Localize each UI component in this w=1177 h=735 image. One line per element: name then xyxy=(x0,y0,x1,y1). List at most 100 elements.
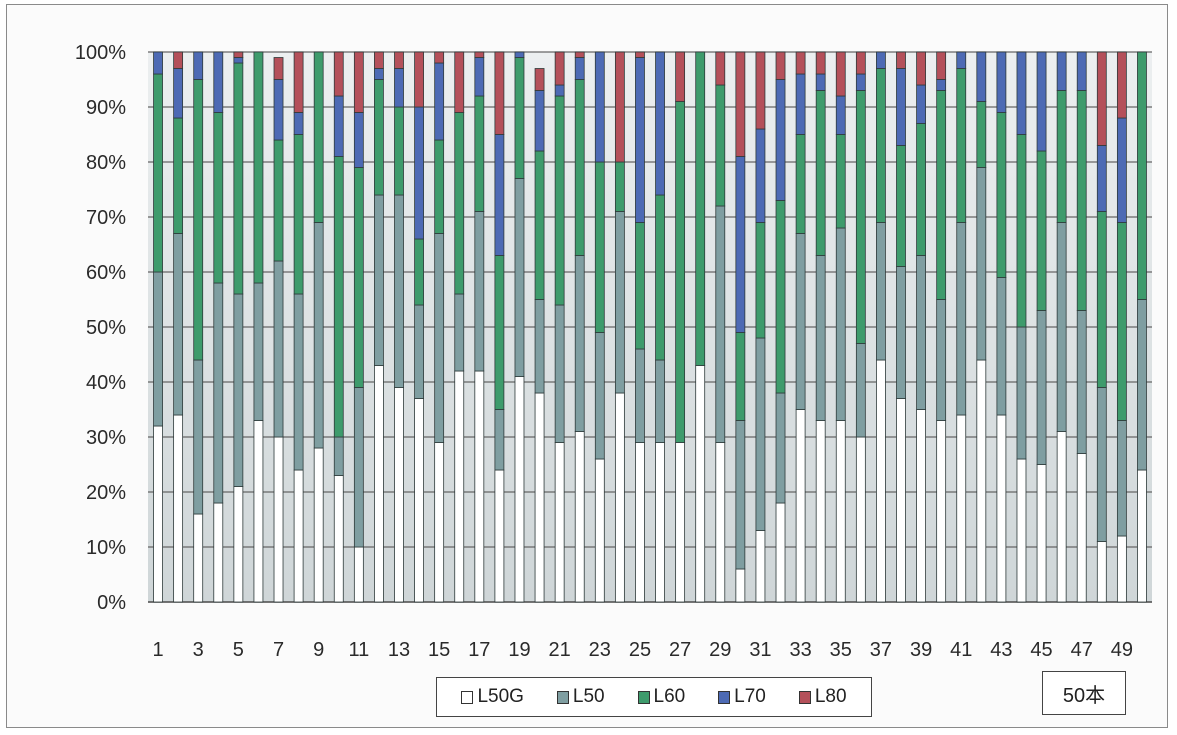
bar-segment-l50g xyxy=(353,546,364,603)
bar-segment-l80 xyxy=(614,51,625,163)
bar-23 xyxy=(594,51,605,603)
bar-10 xyxy=(333,51,344,603)
x-tick-label: 1 xyxy=(152,639,163,661)
bar-46 xyxy=(1056,51,1067,603)
bar-segment-l60 xyxy=(253,51,264,284)
bar-segment-l50 xyxy=(253,282,264,421)
bar-40 xyxy=(936,51,947,603)
bar-segment-l50 xyxy=(916,255,926,410)
x-tick-label: 41 xyxy=(950,639,972,661)
bar-segment-l60 xyxy=(976,101,987,168)
bar-segment-l80 xyxy=(675,51,686,102)
bar-segment-l60 xyxy=(775,200,786,394)
bar-segment-l60 xyxy=(374,79,384,196)
bar-segment-l70 xyxy=(474,57,485,97)
bar-segment-l50g xyxy=(775,502,786,603)
bar-segment-l50 xyxy=(1116,420,1127,537)
bar-17 xyxy=(474,51,485,603)
bar-segment-l50g xyxy=(815,420,826,603)
bar-segment-l50 xyxy=(614,211,625,394)
bar-segment-l50g xyxy=(715,442,726,603)
bar-37 xyxy=(876,51,886,603)
bar-segment-l80 xyxy=(394,51,404,69)
bar-11 xyxy=(353,51,364,603)
bar-segment-l50 xyxy=(494,409,505,471)
bar-segment-l50 xyxy=(353,387,364,548)
bar-segment-l80 xyxy=(414,51,424,108)
bar-segment-l80 xyxy=(715,51,726,86)
bar-segment-l60 xyxy=(394,106,404,196)
sample-count-note: 50本 xyxy=(1042,671,1126,715)
bar-3 xyxy=(193,51,204,603)
bar-segment-l70 xyxy=(1076,51,1087,91)
bar-segment-l50 xyxy=(956,222,967,416)
bar-segment-l60 xyxy=(153,73,163,273)
bar-segment-l70 xyxy=(213,51,224,113)
bar-segment-l60 xyxy=(795,134,806,234)
legend-label: L60 xyxy=(653,686,686,707)
bar-segment-l50 xyxy=(1036,310,1047,465)
bar-segment-l50g xyxy=(1096,541,1107,603)
bar-segment-l50 xyxy=(213,282,224,504)
bar-segment-l60 xyxy=(735,332,746,421)
bar-segment-l60 xyxy=(1137,51,1147,300)
bar-segment-l50g xyxy=(293,469,304,603)
bar-segment-l70 xyxy=(494,134,505,256)
bar-segment-l80 xyxy=(454,51,465,113)
bar-segment-l50 xyxy=(313,222,324,449)
bar-26 xyxy=(655,51,665,603)
y-tick-label: 60% xyxy=(86,262,126,284)
x-tick-label: 47 xyxy=(1071,639,1093,661)
bar-segment-l80 xyxy=(1096,51,1107,146)
bar-segment-l80 xyxy=(896,51,906,69)
bar-28 xyxy=(695,51,706,603)
bar-segment-l60 xyxy=(514,57,525,179)
bar-33 xyxy=(795,51,806,603)
bar-segment-l80 xyxy=(494,51,505,135)
bar-segment-l50 xyxy=(896,266,906,399)
bar-34 xyxy=(815,51,826,603)
legend-swatch xyxy=(556,690,569,704)
bar-segment-l50 xyxy=(394,194,404,388)
bar-segment-l50 xyxy=(554,304,565,443)
bar-segment-l70 xyxy=(1116,117,1127,223)
legend-swatch xyxy=(637,690,650,704)
bar-segment-l50 xyxy=(173,233,184,416)
bar-segment-l50g xyxy=(333,475,344,603)
bar-segment-l60 xyxy=(353,167,364,388)
bar-segment-l80 xyxy=(293,51,304,113)
bar-segment-l50g xyxy=(916,409,926,603)
legend: L50G L50 L60 L70 L80 xyxy=(436,677,872,717)
bar-segment-l70 xyxy=(1096,145,1107,212)
bar-segment-l50g xyxy=(655,442,665,603)
bar-segment-l50g xyxy=(1036,464,1047,603)
bar-segment-l80 xyxy=(775,51,786,80)
bar-segment-l80 xyxy=(835,51,846,97)
x-tick-label: 11 xyxy=(348,639,369,661)
bar-1 xyxy=(153,51,163,603)
bar-segment-l80 xyxy=(735,51,746,157)
bar-segment-l60 xyxy=(434,139,445,234)
bar-segment-l50 xyxy=(996,277,1007,416)
x-tick-label: 49 xyxy=(1111,639,1133,661)
bar-segment-l50g xyxy=(614,392,625,603)
bar-segment-l80 xyxy=(815,51,826,75)
bar-segment-l80 xyxy=(534,68,545,91)
bar-segment-l60 xyxy=(855,90,866,344)
bar-segment-l50g xyxy=(313,447,324,603)
bar-4 xyxy=(213,51,224,603)
bar-segment-l50 xyxy=(1016,326,1027,460)
bar-segment-l50 xyxy=(795,233,806,410)
bar-segment-l80 xyxy=(554,51,565,86)
bar-segment-l70 xyxy=(855,73,866,91)
x-tick-label: 43 xyxy=(990,639,1012,661)
bar-44 xyxy=(1016,51,1027,603)
bar-segment-l80 xyxy=(273,57,284,80)
bar-27 xyxy=(675,51,686,603)
bar-segment-l70 xyxy=(574,57,585,80)
bar-segment-l50g xyxy=(454,370,465,603)
bar-segment-l70 xyxy=(1056,51,1067,91)
bar-segment-l50 xyxy=(233,293,244,487)
bar-24 xyxy=(614,51,625,603)
bar-segment-l80 xyxy=(173,51,184,69)
